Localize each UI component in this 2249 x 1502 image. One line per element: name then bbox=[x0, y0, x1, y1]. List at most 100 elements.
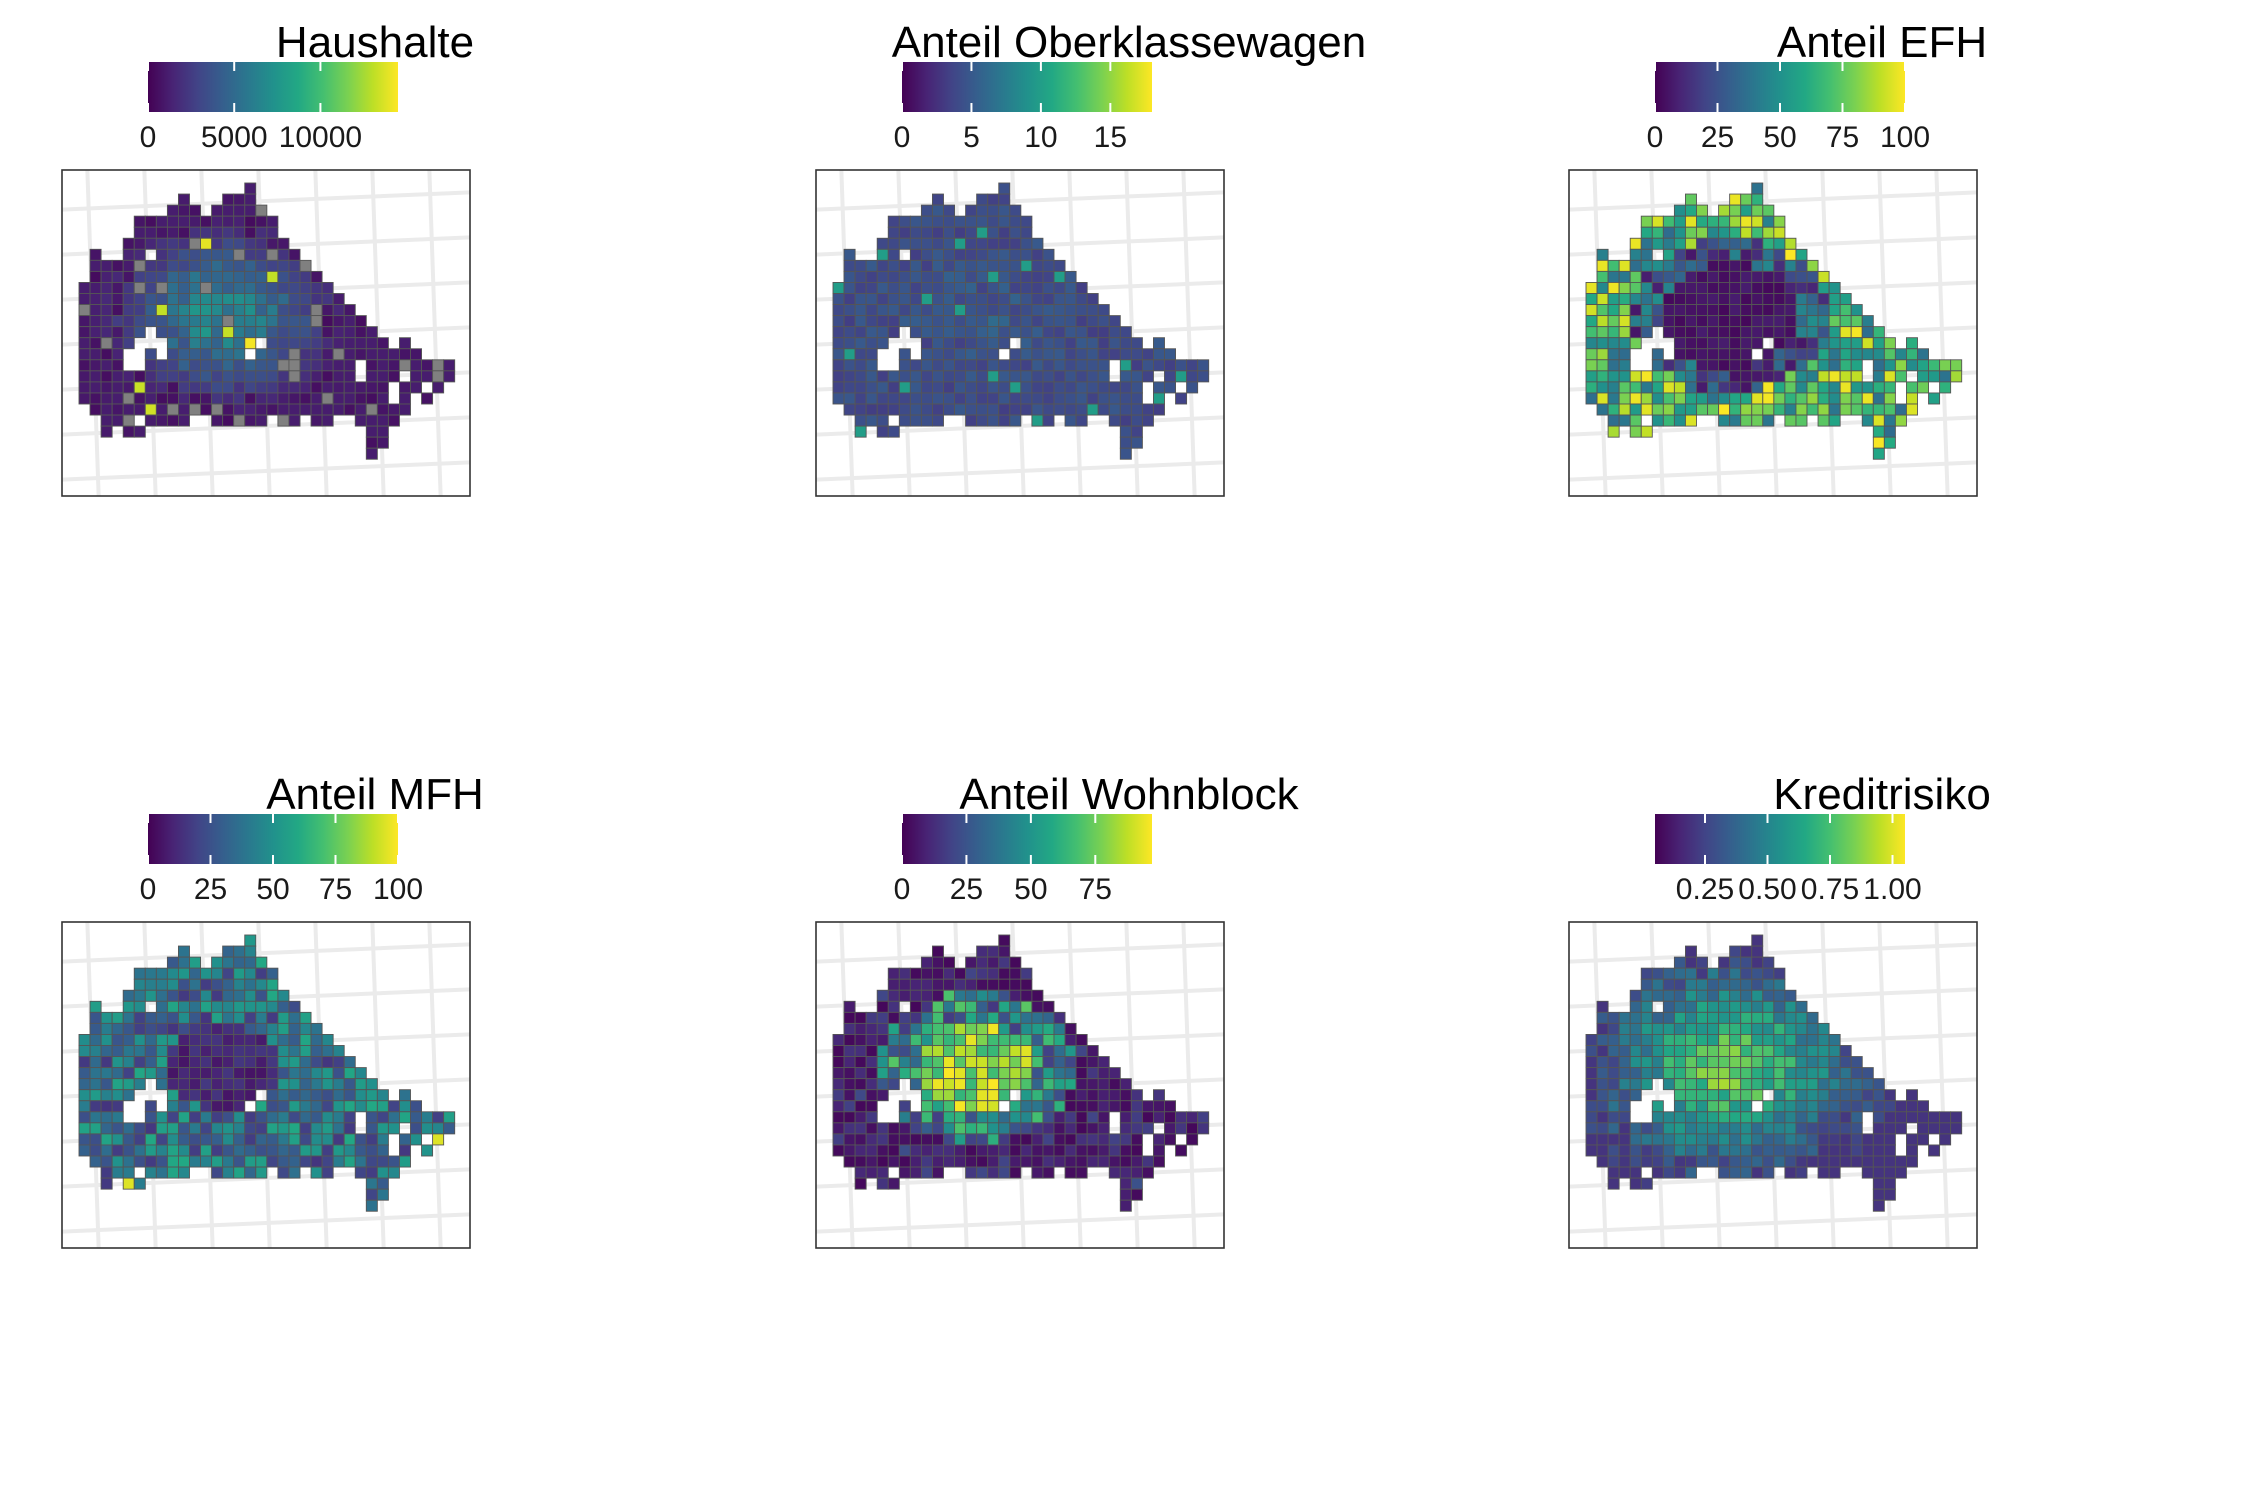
grid-cell bbox=[1773, 1067, 1786, 1080]
grid-cell bbox=[1839, 381, 1852, 394]
grid-cell bbox=[1108, 315, 1121, 328]
plot-frame bbox=[61, 921, 471, 1249]
graticule-line bbox=[1993, 160, 2005, 506]
grid-cell bbox=[177, 248, 190, 261]
grid-cell bbox=[354, 1133, 367, 1146]
grid-cell bbox=[222, 215, 235, 228]
grid-cell bbox=[410, 1100, 423, 1113]
grid-cell bbox=[876, 1056, 889, 1069]
grid-cell bbox=[1108, 348, 1121, 361]
grid-cell bbox=[1020, 259, 1033, 272]
grid-cell bbox=[920, 1166, 933, 1179]
grid-cell bbox=[343, 337, 356, 350]
grid-cell bbox=[189, 359, 202, 372]
grid-cell bbox=[122, 315, 135, 328]
grid-cell bbox=[1086, 1089, 1099, 1102]
grid-cell bbox=[288, 1100, 301, 1113]
grid-cell bbox=[200, 337, 213, 350]
grid-cell bbox=[1806, 1133, 1819, 1146]
grid-cell bbox=[1064, 1133, 1077, 1146]
colorbar-tick-label: 0 bbox=[1647, 121, 1664, 154]
grid-cell bbox=[1740, 359, 1753, 372]
grid-cell bbox=[887, 1144, 900, 1157]
grid-cell bbox=[1020, 1133, 1033, 1146]
grid-cell bbox=[1817, 1067, 1830, 1080]
grid-cell bbox=[943, 1011, 956, 1024]
grid-cell bbox=[189, 392, 202, 405]
grid-cell bbox=[1718, 989, 1731, 1002]
grid-cell bbox=[1684, 337, 1697, 350]
grid-cell bbox=[1861, 1155, 1874, 1168]
grid-cell bbox=[354, 348, 367, 361]
grid-cell bbox=[111, 259, 124, 272]
grid-cell bbox=[920, 1022, 933, 1035]
grid-cell bbox=[920, 1155, 933, 1168]
grid-cell bbox=[1894, 348, 1907, 361]
grid-cell bbox=[1108, 414, 1121, 427]
grid-cell bbox=[1153, 392, 1165, 405]
grid-cell bbox=[244, 1067, 257, 1080]
grid-cell bbox=[111, 1056, 124, 1069]
grid-cell bbox=[987, 945, 1000, 958]
grid-cell bbox=[299, 1011, 312, 1024]
grid-cell bbox=[1618, 282, 1631, 294]
grid-cell bbox=[931, 237, 944, 250]
grid-cell bbox=[122, 370, 135, 383]
grid-cell bbox=[376, 381, 389, 394]
grid-cell bbox=[200, 248, 213, 261]
grid-cell bbox=[133, 989, 146, 1002]
grid-cell bbox=[122, 237, 135, 250]
grid-cell bbox=[222, 403, 235, 416]
grid-cell bbox=[954, 370, 967, 383]
grid-cell bbox=[255, 978, 268, 991]
grid-cell bbox=[1064, 1155, 1077, 1168]
grid-cell bbox=[1872, 1111, 1885, 1124]
grid-cell bbox=[189, 237, 202, 250]
grid-cell bbox=[211, 1122, 224, 1135]
grid-cell bbox=[1751, 381, 1764, 394]
grid-cell bbox=[1795, 248, 1808, 261]
grid-cell bbox=[1651, 259, 1664, 272]
grid-cell bbox=[1640, 1022, 1653, 1035]
grid-cell bbox=[1861, 1133, 1874, 1146]
grid-cell bbox=[1773, 381, 1786, 394]
grid-cell bbox=[189, 337, 202, 350]
grid-cell bbox=[832, 315, 845, 328]
grid-cell bbox=[244, 1166, 257, 1179]
grid-cell bbox=[1696, 259, 1709, 272]
grid-cell bbox=[887, 215, 900, 228]
grid-cell bbox=[1872, 1133, 1885, 1146]
grid-cell bbox=[1762, 1122, 1775, 1135]
grid-cell bbox=[1020, 1089, 1033, 1102]
grid-cell bbox=[1850, 348, 1863, 361]
grid-cell bbox=[1075, 1100, 1088, 1113]
grid-cell bbox=[1673, 326, 1686, 339]
grid-cell bbox=[898, 237, 911, 250]
grid-cell bbox=[133, 978, 146, 991]
grid-cell bbox=[1740, 1122, 1753, 1135]
grid-cell bbox=[222, 359, 235, 372]
grid-cell bbox=[854, 414, 867, 427]
grid-cell bbox=[1718, 1089, 1731, 1102]
grid-cell bbox=[1740, 392, 1753, 405]
grid-cell bbox=[909, 1133, 922, 1146]
grid-cell bbox=[1108, 337, 1121, 350]
grid-cell bbox=[443, 1122, 456, 1135]
grid-cell bbox=[1850, 1056, 1863, 1069]
grid-cell bbox=[1684, 193, 1697, 206]
grid-cell bbox=[233, 1034, 246, 1046]
grid-cell bbox=[78, 381, 91, 394]
grid-cell bbox=[144, 259, 157, 272]
grid-cell bbox=[1607, 1056, 1620, 1069]
grid-cell bbox=[1108, 403, 1121, 416]
grid-cell bbox=[365, 1111, 378, 1124]
grid-cell bbox=[898, 1056, 911, 1069]
grid-cell bbox=[1607, 1089, 1620, 1102]
grid-cell bbox=[166, 1000, 179, 1013]
grid-cell bbox=[1064, 270, 1077, 283]
grid-cell bbox=[1064, 359, 1077, 372]
grid-cell bbox=[321, 1111, 334, 1124]
grid-cell bbox=[1795, 1089, 1808, 1102]
grid-cell bbox=[365, 1089, 378, 1102]
grid-cell bbox=[1075, 315, 1088, 328]
